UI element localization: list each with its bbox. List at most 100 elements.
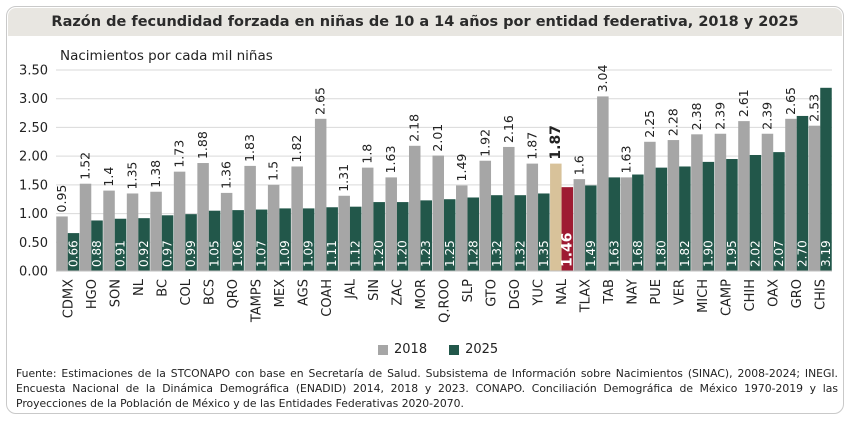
data-label-2018: 1.52	[78, 152, 93, 180]
x-tick-label: CAMP	[720, 279, 735, 316]
data-label-2025: 1.32	[513, 240, 527, 267]
bar-2018	[103, 190, 115, 271]
data-label-2025: 2.07	[772, 240, 786, 267]
data-label-2018: 1.87	[524, 132, 539, 160]
data-label-2018: 1.87	[548, 125, 564, 160]
data-label-2025: 1.46	[559, 232, 575, 267]
data-label-2018: 2.65	[783, 87, 798, 115]
bar-2018	[738, 121, 750, 272]
data-label-2018: 1.92	[477, 129, 492, 157]
x-tick-label: OAX	[767, 279, 782, 307]
x-tick-label: MICH	[696, 279, 711, 313]
legend-label-2025: 2025	[465, 342, 499, 357]
data-label-2025: 0.99	[184, 240, 198, 267]
x-tick-label: CHIS	[814, 279, 829, 310]
data-label-2018: 2.01	[430, 124, 445, 152]
x-tick-label: Q.ROO	[438, 279, 453, 323]
data-label-2018: 1.88	[195, 131, 210, 159]
data-label-2018: 2.28	[665, 108, 680, 136]
data-label-2025: 1.82	[678, 240, 692, 267]
data-label-2025: 2.70	[795, 240, 809, 267]
y-tick-label: 1.00	[19, 207, 48, 222]
data-label-2018: 2.25	[642, 110, 657, 138]
bar-2025	[796, 115, 809, 271]
x-tick-label: SLP	[461, 279, 476, 302]
bar-2018	[714, 133, 727, 271]
data-label-2025: 1.28	[466, 240, 480, 267]
legend-label-2018: 2018	[394, 342, 428, 357]
bar-2025	[302, 208, 315, 271]
bar-2025	[585, 185, 597, 271]
source-note: Fuente: Estimaciones de la STCONAPO con …	[16, 367, 838, 410]
x-tick-label: PUE	[649, 279, 664, 305]
data-label-2025: 1.12	[349, 240, 363, 267]
bar-2025	[138, 218, 150, 271]
bar-2025	[679, 166, 691, 271]
data-label-2025: 0.66	[67, 240, 81, 267]
bar-2018	[667, 140, 680, 271]
data-label-2025: 1.23	[419, 240, 433, 267]
x-tick-label: HGO	[85, 279, 100, 309]
y-tick-label: 3.00	[19, 92, 48, 107]
data-label-2025: 1.07	[255, 240, 269, 267]
bar-2018	[408, 145, 421, 271]
bar-2025	[655, 167, 668, 271]
bar-2025	[161, 215, 174, 271]
data-label-2025: 1.49	[584, 240, 598, 267]
data-label-2025: 1.20	[372, 240, 386, 267]
bar-2018	[197, 163, 209, 271]
x-tick-label: TLAX	[579, 279, 594, 313]
bar-2025	[373, 202, 385, 271]
bar-2018	[79, 183, 92, 271]
bar-2025	[538, 193, 550, 271]
legend-item-2025: 2025	[449, 342, 498, 357]
legend-swatch-2025	[449, 344, 460, 355]
x-tick-label: SIN	[367, 279, 382, 301]
data-label-2025: 1.90	[701, 240, 715, 267]
data-label-2018: 1.36	[219, 161, 234, 189]
y-tick-label: 2.00	[19, 150, 48, 165]
bar-2018	[644, 141, 656, 271]
data-label-2018: 2.39	[759, 102, 774, 130]
y-tick-label: 3.50	[19, 64, 48, 79]
data-label-2018: 1.63	[618, 146, 633, 174]
data-label-2025: 1.63	[607, 240, 621, 267]
x-tick-label: GTO	[485, 279, 500, 307]
bar-2025	[702, 161, 715, 271]
x-tick-label: MEX	[273, 279, 288, 307]
bar-2025	[726, 159, 738, 271]
bar-2025	[67, 233, 80, 271]
data-label-2025: 0.97	[161, 240, 175, 267]
y-tick-label: 1.50	[19, 178, 48, 193]
bar-2018	[244, 165, 256, 271]
data-label-2025: 0.91	[114, 240, 128, 267]
bar-2025	[491, 195, 503, 271]
bar-2018	[761, 133, 774, 271]
data-label-2018: 1.82	[289, 135, 304, 163]
x-tick-label: JAL	[343, 278, 358, 299]
bar-2018	[573, 179, 586, 271]
bar-2018	[432, 155, 444, 271]
y-tick-label: 0.00	[19, 265, 48, 280]
x-tick-label: BC	[155, 279, 170, 297]
data-label-2025: 3.19	[819, 240, 833, 267]
x-tick-label: NL	[132, 278, 147, 296]
bar-2018	[56, 216, 68, 271]
bar-2025	[185, 214, 197, 271]
data-label-2018: 2.38	[689, 102, 704, 130]
y-tick-label: 2.50	[19, 121, 48, 136]
bar-2025	[396, 202, 409, 271]
x-tick-label: TAB	[602, 279, 617, 305]
data-label-2018: 2.61	[736, 89, 751, 117]
bar-2018	[620, 177, 633, 271]
bar-2018	[691, 134, 703, 271]
x-tick-label: TAMPS	[249, 279, 264, 323]
data-label-2025: 0.92	[137, 240, 151, 267]
x-tick-label: GRO	[790, 279, 805, 308]
legend: 2018 2025	[378, 342, 498, 357]
x-tick-label: NAL	[555, 278, 570, 305]
data-label-2018: 1.8	[360, 144, 375, 164]
bar-2018	[456, 185, 468, 271]
bar-2018	[808, 125, 821, 271]
